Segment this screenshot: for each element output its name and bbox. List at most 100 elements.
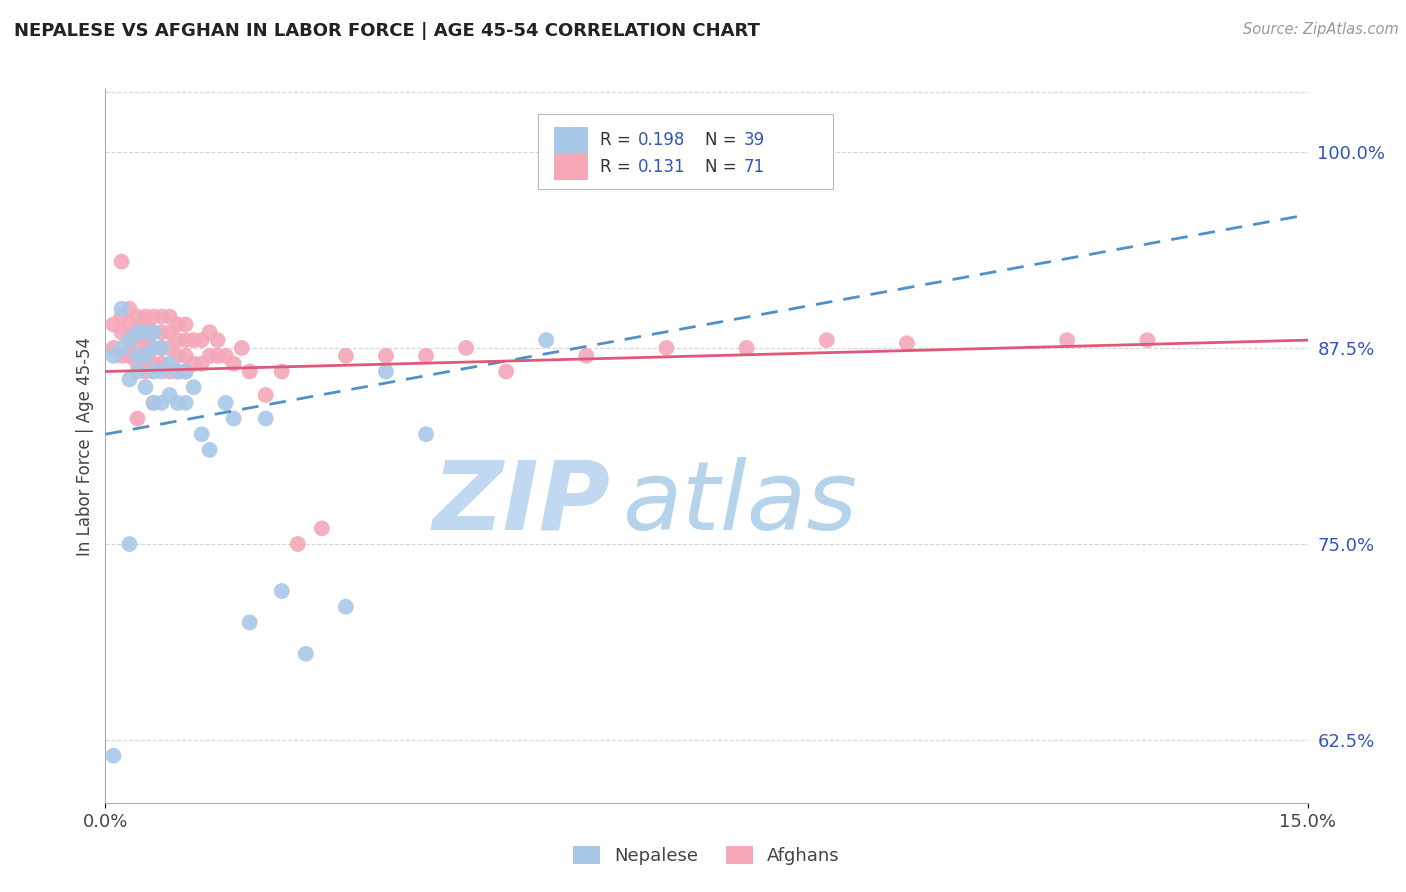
Point xyxy=(110,341,132,355)
Point xyxy=(415,349,437,363)
Point xyxy=(127,326,149,340)
Point xyxy=(127,411,149,425)
Point xyxy=(270,584,292,599)
Point xyxy=(118,301,141,316)
Point xyxy=(118,318,141,332)
Point xyxy=(214,349,236,363)
Point xyxy=(150,341,173,355)
Point xyxy=(110,310,132,324)
Point xyxy=(534,333,557,347)
Point xyxy=(166,333,188,347)
Text: 0.131: 0.131 xyxy=(638,158,686,176)
Point xyxy=(214,396,236,410)
Point xyxy=(150,326,173,340)
Point xyxy=(183,333,205,347)
Point xyxy=(118,349,141,363)
Point xyxy=(150,396,173,410)
Point xyxy=(127,326,149,340)
Point xyxy=(222,411,245,425)
Point xyxy=(142,310,165,324)
Point xyxy=(190,333,212,347)
Point xyxy=(142,396,165,410)
Point xyxy=(174,396,197,410)
Point xyxy=(103,748,125,763)
Point xyxy=(159,310,181,324)
Point xyxy=(135,349,157,363)
Point xyxy=(142,364,165,378)
Point xyxy=(150,357,173,371)
Point xyxy=(110,349,132,363)
Point xyxy=(103,341,125,355)
Y-axis label: In Labor Force | Age 45-54: In Labor Force | Age 45-54 xyxy=(76,336,94,556)
Text: atlas: atlas xyxy=(623,457,858,549)
FancyBboxPatch shape xyxy=(538,114,832,189)
Point xyxy=(166,364,188,378)
Point xyxy=(135,333,157,347)
Point xyxy=(655,341,678,355)
Point xyxy=(166,364,188,378)
Point xyxy=(159,341,181,355)
Point xyxy=(142,341,165,355)
Point xyxy=(150,341,173,355)
Point xyxy=(207,349,229,363)
Point xyxy=(118,333,141,347)
Point xyxy=(1056,333,1078,347)
Point xyxy=(127,349,149,363)
Point xyxy=(735,341,758,355)
Point xyxy=(159,364,181,378)
Point xyxy=(335,349,357,363)
Point xyxy=(135,333,157,347)
Point xyxy=(198,349,221,363)
Point xyxy=(118,333,141,347)
Point xyxy=(103,349,125,363)
Point xyxy=(454,341,477,355)
Point xyxy=(254,388,277,402)
Point xyxy=(174,349,197,363)
Point xyxy=(311,521,333,535)
Point xyxy=(166,349,188,363)
Point xyxy=(174,318,197,332)
Point xyxy=(374,364,398,378)
Text: N =: N = xyxy=(706,131,742,149)
Point xyxy=(127,364,149,378)
Point xyxy=(415,427,437,442)
Point xyxy=(222,357,245,371)
Point xyxy=(135,326,157,340)
Point xyxy=(127,310,149,324)
Point xyxy=(142,326,165,340)
Point xyxy=(118,349,141,363)
Point xyxy=(174,333,197,347)
Point xyxy=(190,427,212,442)
Point xyxy=(287,537,309,551)
Point xyxy=(896,336,918,351)
Text: 71: 71 xyxy=(744,158,765,176)
Point xyxy=(135,310,157,324)
Point xyxy=(183,380,205,394)
Text: R =: R = xyxy=(599,131,636,149)
Point xyxy=(239,364,262,378)
Point xyxy=(159,388,181,402)
Point xyxy=(150,310,173,324)
Text: ZIP: ZIP xyxy=(433,457,610,549)
Point xyxy=(239,615,262,630)
Point xyxy=(183,357,205,371)
Point xyxy=(150,364,173,378)
Point xyxy=(159,357,181,371)
Point xyxy=(815,333,838,347)
Point xyxy=(110,301,132,316)
Point xyxy=(166,318,188,332)
Point xyxy=(135,364,157,378)
Point xyxy=(103,318,125,332)
Point xyxy=(207,333,229,347)
Point xyxy=(127,341,149,355)
Point xyxy=(142,357,165,371)
Text: R =: R = xyxy=(599,158,636,176)
Point xyxy=(135,380,157,394)
Point xyxy=(231,341,253,355)
Text: Source: ZipAtlas.com: Source: ZipAtlas.com xyxy=(1243,22,1399,37)
Text: N =: N = xyxy=(706,158,742,176)
Text: 39: 39 xyxy=(744,131,765,149)
Point xyxy=(166,396,188,410)
Point xyxy=(295,647,318,661)
Point xyxy=(198,442,221,457)
